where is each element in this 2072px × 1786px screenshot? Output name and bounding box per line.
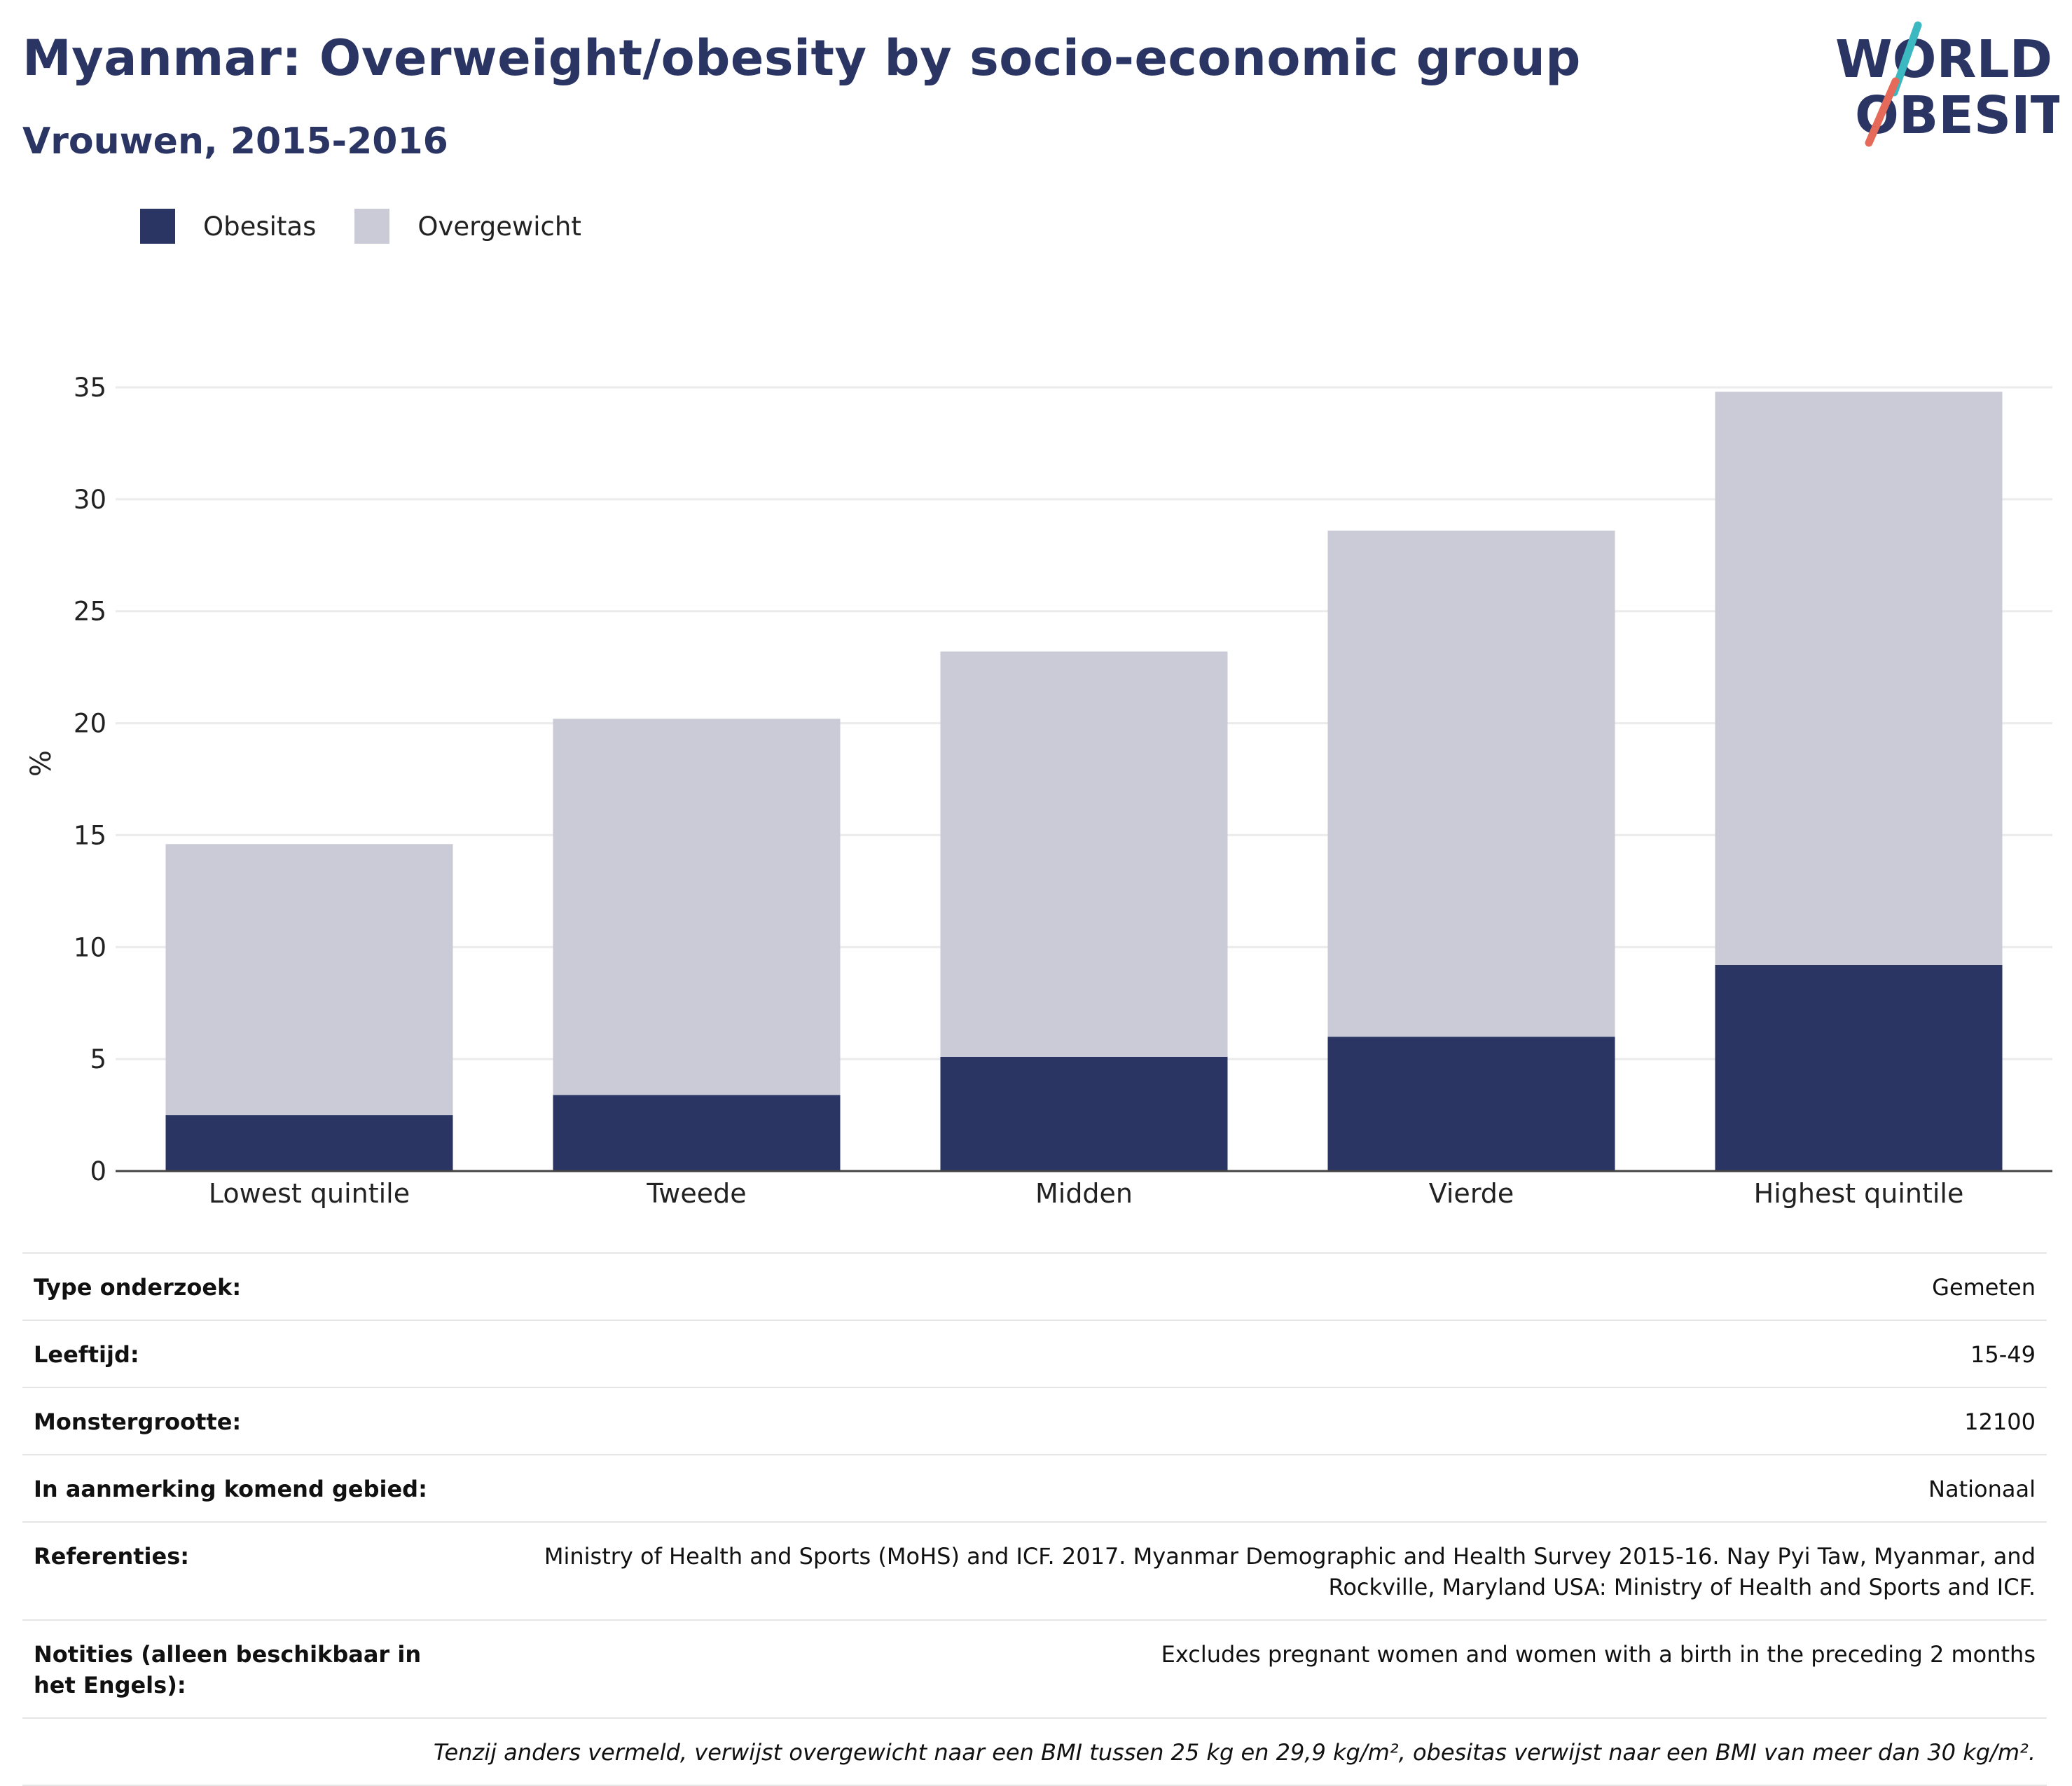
- info-value: Nationaal: [1928, 1476, 2036, 1502]
- info-value: Ministry of Health and Sports (MoHS) and…: [544, 1543, 2036, 1600]
- svg-text:WORLD: WORLD: [1835, 29, 2052, 90]
- world-obesity-logo: WORLD OBESITY: [1835, 21, 2059, 147]
- bars: [165, 392, 2003, 1171]
- legend-swatch-overgewicht: [354, 209, 390, 244]
- bar-obesitas-4: [1715, 964, 2003, 1171]
- info-row: Notities (alleen beschikbaar in het Enge…: [22, 1619, 2047, 1717]
- bar-overgewicht-1: [553, 719, 841, 1095]
- y-tick-label: 10: [74, 932, 106, 962]
- info-value: 15-49: [1970, 1341, 2036, 1368]
- info-value: 12100: [1964, 1408, 2036, 1435]
- x-tick-label: Tweede: [646, 1178, 746, 1209]
- legend-label-overgewicht: Overgewicht: [417, 211, 581, 242]
- info-value: Gemeten: [1932, 1274, 2036, 1301]
- info-row: Leeftijd: 15-49: [22, 1320, 2047, 1387]
- info-label: Monstergrootte:: [34, 1408, 242, 1435]
- axes: 0 5 10 15 20 25 30 35 Lowest quintile Tweede Midde…: [25, 373, 2052, 1209]
- x-tick-label: Highest quintile: [1754, 1178, 1964, 1209]
- chart-legend: Obesitas Overgewicht: [140, 209, 620, 244]
- bar-overgewicht-0: [165, 844, 453, 1116]
- info-row: In aanmerking komend gebied: Nationaal: [22, 1454, 2047, 1521]
- y-tick-label: 20: [74, 709, 106, 739]
- info-value: Excludes pregnant women and women with a…: [1161, 1641, 2036, 1668]
- bar-chart: 0 5 10 15 20 25 30 35 Lowest quintile Tweede Midde…: [25, 373, 2052, 1209]
- info-label: Referenties:: [34, 1543, 190, 1570]
- legend-item-overgewicht: Overgewicht: [354, 209, 581, 244]
- bar-overgewicht-3: [1327, 530, 1615, 1037]
- legend-label-obesitas: Obesitas: [203, 211, 317, 242]
- y-axis-label: %: [25, 750, 57, 777]
- x-tick-label: Lowest quintile: [209, 1178, 410, 1209]
- legend-swatch-obesitas: [140, 209, 175, 244]
- info-label: Type onderzoek:: [34, 1274, 242, 1301]
- info-row: Monstergrootte: 12100: [22, 1387, 2047, 1454]
- bar-obesitas-3: [1327, 1037, 1615, 1171]
- bar-obesitas-2: [940, 1056, 1228, 1171]
- y-tick-label: 0: [90, 1156, 106, 1186]
- y-tick-label: 30: [74, 485, 106, 515]
- bar-obesitas-0: [165, 1115, 453, 1171]
- info-label: Notities (alleen beschikbaar in het Enge…: [34, 1641, 422, 1698]
- info-label: Leeftijd:: [34, 1341, 139, 1368]
- bar-overgewicht-2: [940, 651, 1228, 1057]
- info-footnote: Tenzij anders vermeld, verwijst overgewi…: [22, 1717, 2047, 1786]
- info-row: Type onderzoek: Gemeten: [22, 1252, 2047, 1320]
- y-tick-label: 25: [74, 597, 106, 627]
- legend-item-obesitas: Obesitas: [140, 209, 316, 244]
- y-tick-label: 15: [74, 820, 106, 850]
- chart-subtitle: Vrouwen, 2015-2016: [22, 120, 448, 162]
- survey-info-table: Type onderzoek: Gemeten Leeftijd: 15-49 Mons…: [22, 1252, 2047, 1786]
- info-row: Referenties: Ministry of Health and Sport…: [22, 1521, 2047, 1619]
- bar-overgewicht-4: [1715, 392, 2003, 965]
- info-label: In aanmerking komend gebied:: [34, 1476, 427, 1502]
- bar-obesitas-1: [553, 1095, 841, 1171]
- x-tick-label: Vierde: [1429, 1178, 1514, 1209]
- chart-title: Myanmar: Overweight/obesity by socio-eco…: [22, 29, 1581, 87]
- y-tick-label: 35: [74, 373, 106, 403]
- x-tick-label: Midden: [1035, 1178, 1133, 1209]
- y-tick-label: 5: [90, 1044, 106, 1074]
